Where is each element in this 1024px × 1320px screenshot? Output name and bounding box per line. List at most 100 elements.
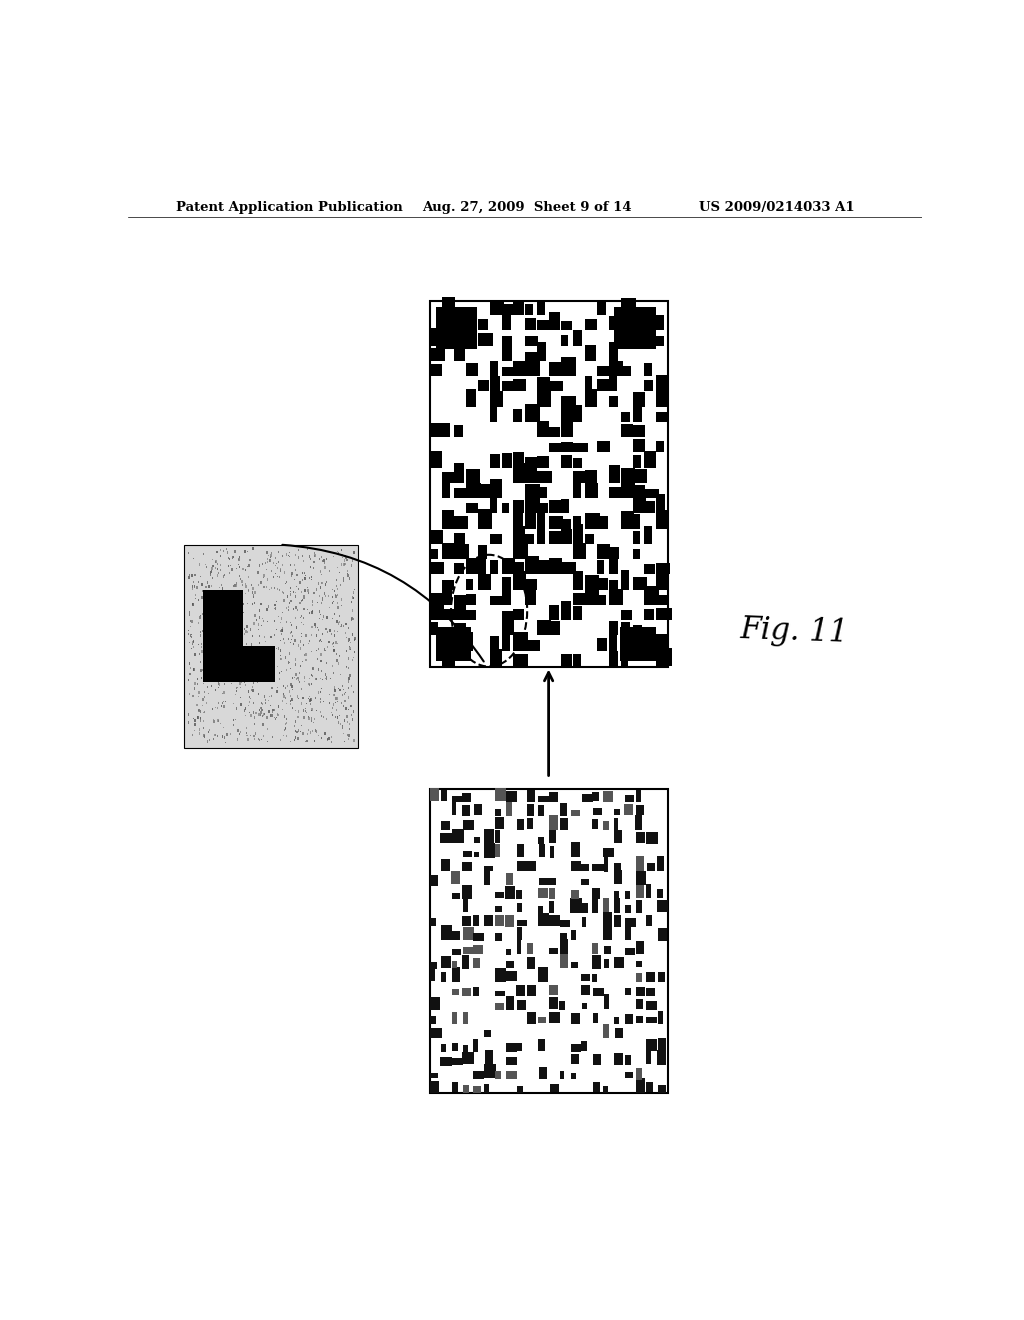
Bar bbox=[353, 639, 355, 642]
Bar bbox=[463, 916, 471, 927]
Bar bbox=[346, 665, 347, 668]
Bar bbox=[222, 549, 224, 552]
Bar bbox=[311, 626, 312, 628]
Bar bbox=[233, 632, 234, 635]
Bar bbox=[452, 1043, 458, 1051]
Bar bbox=[283, 693, 285, 696]
Bar bbox=[613, 818, 618, 830]
Bar bbox=[209, 638, 210, 639]
Bar bbox=[339, 615, 340, 618]
Bar bbox=[336, 697, 338, 700]
Bar bbox=[506, 886, 515, 899]
Bar bbox=[288, 661, 289, 664]
Bar bbox=[452, 961, 458, 968]
Bar bbox=[183, 545, 358, 748]
Bar bbox=[571, 809, 581, 816]
Bar bbox=[592, 792, 599, 801]
Bar bbox=[573, 524, 584, 544]
Bar bbox=[198, 599, 199, 602]
Bar bbox=[517, 1086, 523, 1093]
Bar bbox=[199, 564, 201, 566]
Bar bbox=[647, 863, 655, 871]
Bar bbox=[613, 1018, 618, 1024]
Bar bbox=[478, 484, 490, 498]
Bar bbox=[496, 915, 504, 927]
Bar bbox=[621, 511, 634, 528]
Bar bbox=[288, 638, 289, 640]
Bar bbox=[241, 678, 242, 681]
Bar bbox=[290, 704, 291, 705]
Text: Aug. 27, 2009  Sheet 9 of 14: Aug. 27, 2009 Sheet 9 of 14 bbox=[422, 201, 631, 214]
Bar bbox=[263, 586, 264, 589]
Bar bbox=[257, 680, 258, 682]
Bar bbox=[229, 632, 231, 635]
Bar bbox=[308, 684, 309, 686]
Bar bbox=[245, 569, 246, 570]
Bar bbox=[305, 634, 307, 638]
Bar bbox=[538, 376, 550, 392]
Bar bbox=[489, 454, 500, 467]
Bar bbox=[452, 803, 457, 816]
Bar bbox=[326, 673, 327, 676]
Bar bbox=[213, 631, 214, 634]
Bar bbox=[341, 624, 342, 627]
Bar bbox=[636, 900, 642, 912]
Bar bbox=[570, 890, 579, 899]
Bar bbox=[636, 805, 644, 816]
Bar bbox=[334, 693, 335, 696]
Bar bbox=[538, 319, 551, 330]
Bar bbox=[234, 585, 236, 587]
Bar bbox=[454, 516, 468, 528]
Bar bbox=[318, 610, 321, 614]
Bar bbox=[262, 722, 263, 726]
Bar bbox=[573, 458, 583, 467]
Bar bbox=[336, 642, 337, 644]
Bar bbox=[258, 623, 259, 626]
Bar bbox=[454, 544, 469, 560]
Bar bbox=[243, 655, 245, 657]
Bar bbox=[525, 535, 534, 544]
Bar bbox=[463, 899, 468, 912]
Bar bbox=[351, 618, 352, 622]
Bar bbox=[195, 719, 196, 722]
Bar bbox=[473, 837, 480, 843]
Bar bbox=[302, 697, 303, 700]
Bar bbox=[561, 499, 569, 513]
Bar bbox=[252, 591, 253, 594]
Bar bbox=[223, 705, 224, 708]
Bar bbox=[473, 957, 480, 968]
Bar bbox=[592, 956, 601, 969]
Bar bbox=[258, 709, 260, 710]
Bar bbox=[614, 1028, 623, 1038]
Bar bbox=[585, 388, 597, 407]
Bar bbox=[345, 623, 347, 626]
Bar bbox=[570, 842, 580, 857]
Bar bbox=[656, 609, 672, 620]
Bar bbox=[636, 961, 642, 968]
Bar bbox=[466, 610, 476, 620]
Bar bbox=[496, 843, 501, 857]
Bar bbox=[441, 1044, 446, 1052]
Bar bbox=[495, 932, 502, 941]
Bar bbox=[644, 610, 653, 620]
Bar bbox=[256, 651, 257, 653]
Bar bbox=[345, 557, 347, 560]
Bar bbox=[502, 503, 509, 513]
Bar bbox=[646, 972, 654, 982]
Bar bbox=[633, 639, 646, 651]
Bar bbox=[228, 557, 229, 558]
Bar bbox=[308, 612, 310, 614]
Bar bbox=[209, 631, 211, 632]
Bar bbox=[223, 692, 224, 693]
Bar bbox=[489, 479, 502, 498]
Bar bbox=[506, 961, 514, 968]
Bar bbox=[248, 590, 249, 593]
Bar bbox=[527, 804, 534, 816]
Bar bbox=[549, 985, 558, 995]
Bar bbox=[646, 1049, 651, 1064]
Bar bbox=[202, 669, 204, 671]
Bar bbox=[267, 606, 269, 609]
Bar bbox=[310, 698, 311, 701]
Bar bbox=[211, 570, 212, 573]
Bar bbox=[299, 681, 300, 684]
